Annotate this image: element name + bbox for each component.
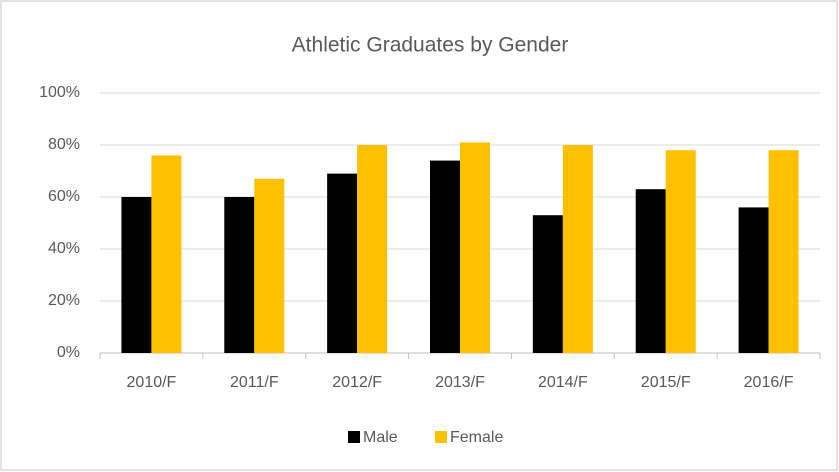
bar (562, 145, 593, 353)
x-tick-label: 2013/F (435, 374, 485, 391)
legend-swatch (435, 431, 447, 443)
bar (224, 197, 255, 353)
y-tick-label: 60% (48, 188, 80, 205)
chart-title: Athletic Graduates by Gender (292, 34, 569, 57)
bar (460, 142, 490, 353)
bar (357, 145, 388, 353)
bar (738, 207, 769, 353)
x-tick-label: 2015/F (641, 374, 691, 391)
y-tick-label: 20% (48, 292, 80, 309)
legend-label: Female (450, 429, 503, 446)
bar (665, 150, 696, 353)
y-tick-label: 40% (48, 240, 80, 257)
x-tick-label: 2016/F (744, 374, 794, 391)
y-tick-label: 80% (48, 136, 80, 153)
x-tick-label: 2012/F (332, 374, 382, 391)
x-tick-label: 2014/F (538, 374, 588, 391)
legend-label: Male (363, 429, 398, 446)
bar (254, 178, 285, 353)
y-tick-label: 0% (57, 344, 80, 361)
legend-swatch (348, 431, 360, 443)
y-tick-label: 100% (39, 84, 80, 101)
bar (635, 189, 666, 353)
bar (327, 173, 358, 353)
x-tick-label: 2011/F (230, 374, 279, 391)
x-tick-label: 2010/F (127, 374, 177, 391)
bar (151, 155, 182, 353)
bar (768, 150, 799, 353)
bar (532, 215, 563, 353)
bar (430, 160, 460, 353)
bar (121, 197, 152, 353)
